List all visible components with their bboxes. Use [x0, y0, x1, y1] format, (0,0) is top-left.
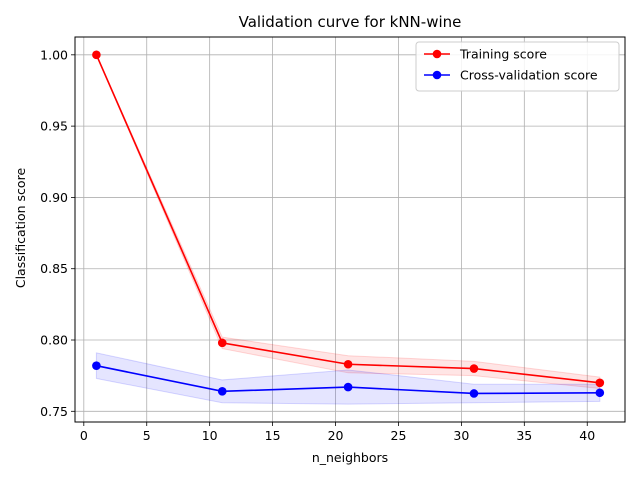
y-tick-label: 0.85: [40, 261, 68, 276]
data-point-series-0: [92, 50, 101, 60]
x-tick-label: 30: [453, 428, 469, 443]
y-tick-label: 0.95: [40, 119, 68, 134]
y-tick-label: 0.90: [40, 190, 68, 205]
legend: Training score Cross-validation score: [415, 41, 620, 92]
y-tick-label: 0.80: [40, 333, 68, 348]
x-tick-label: 25: [391, 428, 407, 443]
grid: [75, 37, 625, 422]
x-tick-label: 40: [579, 428, 595, 443]
legend-marker-series-1: [432, 70, 442, 80]
legend-label-series-1: Cross-validation score: [460, 68, 598, 83]
legend-box: [415, 41, 620, 92]
data-point-series-0: [343, 359, 353, 369]
series-points: [92, 50, 605, 398]
data-point-series-1: [343, 382, 353, 392]
data-point-series-1: [469, 389, 479, 398]
x-tick-label: 0: [80, 428, 88, 443]
chart-title: Validation curve for kNN-wine: [239, 13, 462, 31]
data-point-series-0: [217, 338, 227, 348]
x-tick-label: 5: [143, 428, 151, 443]
data-point-series-0: [595, 378, 605, 388]
x-tick-label: 35: [516, 428, 532, 443]
plot-frame: [74, 36, 626, 423]
y-axis-title: Classification score: [13, 168, 28, 289]
data-point-series-1: [595, 388, 605, 398]
legend-label-series-0: Training score: [459, 47, 547, 62]
y-tick-label: 1.00: [40, 47, 68, 62]
x-tick-label: 15: [265, 428, 281, 443]
x-tick-label: 20: [328, 428, 344, 443]
x-axis-title: n_neighbors: [312, 450, 388, 465]
data-point-series-1: [92, 361, 101, 370]
x-tick-label: 10: [202, 428, 218, 443]
legend-marker-series-0: [432, 49, 442, 59]
data-point-series-1: [217, 387, 227, 396]
axis-ticks: 0 5 10 15 20 25 30 35 40 0.75 0.80 0.85 0.90 0.95 1.00: [40, 47, 595, 443]
data-point-series-0: [469, 364, 479, 373]
y-tick-label: 0.75: [40, 404, 68, 419]
